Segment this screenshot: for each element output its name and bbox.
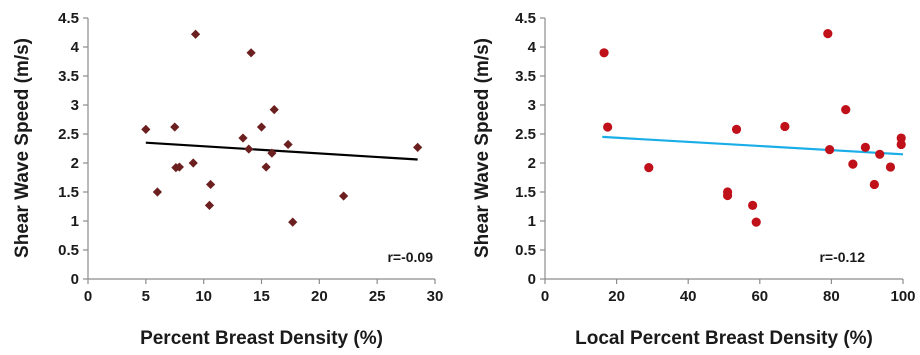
correlation-annotation: r=-0.09 [387,249,433,265]
data-point-diamond [152,187,162,197]
data-point-circle [841,105,851,115]
y-tick-label: 4 [528,39,537,56]
data-point-diamond [283,139,293,150]
data-point-circle [722,190,733,201]
trendline [602,135,904,156]
data-point-circle [896,139,906,150]
data-point-diamond [174,162,184,172]
y-tick-label: 0.5 [515,242,536,259]
right-scatter-chart: 0 0.5 1 1.5 2 2.5 3 3.5 4 4.5 0 20 40 60 80 100 Local Pe… [472,10,916,349]
x-axis-title: Local Percent Breast Density (%) [575,328,873,349]
data-point-diamond [269,105,279,115]
data-point-circle [599,48,609,58]
data-point-circle [748,200,758,210]
x-tick-label: 60 [751,288,768,305]
data-point-diamond [204,200,215,210]
left-scatter-chart: 0 0.5 1 1.5 2 2.5 3 3.5 4 4.5 0 5 10 15 20 25 30 Percent … [12,10,443,349]
y-tick-label: 2.5 [58,126,79,143]
data-point-circle [731,124,742,134]
data-point-diamond [170,122,180,132]
data-point-circle [848,159,858,169]
data-point-circle [860,142,871,152]
x-axis-title: Percent Breast Density (%) [140,328,383,349]
y-tick-label: 3.5 [58,68,79,85]
x-tick-label: 5 [142,288,150,305]
data-point-circle [823,29,833,39]
x-tick-label: 30 [427,288,444,305]
y-tick-label: 4.5 [58,10,79,27]
y-tick-label: 2 [528,155,536,172]
data-point-circle [825,145,835,155]
data-point-diamond [238,133,248,143]
x-tick-label: 0 [84,288,92,305]
y-tick-label: 2 [71,155,79,172]
x-tick-label: 0 [541,288,549,305]
data-point-diamond [339,191,349,201]
data-point-diamond [256,122,267,132]
y-tick-label: 4 [71,39,80,56]
y-tick-label: 0 [71,271,79,288]
y-tick-label: 2.5 [515,126,536,143]
y-axis-title: Shear Wave Speed (m/s) [472,38,493,258]
x-tick-label: 20 [608,288,625,305]
y-tick-label: 3.5 [515,68,536,85]
data-point-diamond [261,162,271,172]
data-point-diamond [188,158,198,168]
data-point-circle [780,121,790,132]
data-point-diamond [267,148,277,158]
y-tick-label: 4.5 [515,10,536,27]
data-point-circle [869,179,879,190]
data-point-circle [896,133,906,143]
x-tick-label: 20 [311,288,328,305]
y-tick-label: 1 [528,213,536,230]
data-point-circle [751,217,761,227]
data-point-diamond [244,144,254,154]
data-point-circle [875,149,885,159]
data-point-diamond [206,179,216,190]
data-point-diamond [413,142,423,152]
data-point-diamond [288,217,298,227]
x-tick-label: 40 [680,288,697,305]
x-tick-label: 10 [195,288,212,305]
data-point-circle [885,162,896,172]
correlation-annotation: r=-0.12 [819,249,865,265]
x-tick-label: 15 [253,288,270,305]
y-tick-label: 3 [528,97,536,114]
data-point-circle [644,163,654,173]
trendline [145,141,418,161]
y-tick-label: 3 [71,97,79,114]
data-point-circle [603,122,613,132]
y-tick-label: 0.5 [58,242,79,259]
data-point-diamond [246,48,256,58]
y-tick-label: 0 [528,271,536,288]
y-tick-label: 1.5 [515,184,536,201]
y-axis-title: Shear Wave Speed (m/s) [12,38,33,258]
x-tick-label: 80 [823,288,840,305]
y-tick-label: 1 [71,213,79,230]
data-point-diamond [190,29,201,39]
data-point-diamond [141,124,151,134]
x-tick-label: 100 [890,288,915,305]
y-tick-label: 1.5 [58,184,79,201]
x-tick-label: 25 [369,288,386,305]
